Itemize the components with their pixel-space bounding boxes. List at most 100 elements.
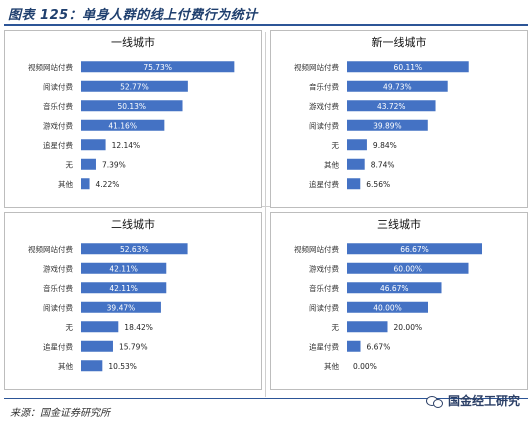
bar — [347, 340, 361, 352]
category-label: 音乐付费 — [43, 283, 73, 293]
data-label: 10.53% — [108, 362, 137, 371]
data-label: 43.72% — [377, 102, 406, 111]
data-label: 18.42% — [124, 323, 153, 332]
data-label: 6.56% — [366, 180, 390, 189]
category-label: 其他 — [324, 159, 339, 169]
bar-chart-tier1: 视频网站付费 75.73% 阅读付费 52.77% 音乐付费 50.13% 游戏付费 41.1… — [28, 61, 235, 190]
bar-chart-tier2: 视频网站付费 52.63% 游戏付费 42.11% 音乐付费 42.11% 阅读付费 39.4… — [28, 243, 188, 372]
footer-rule — [4, 398, 528, 399]
category-label: 追星付费 — [309, 179, 339, 189]
data-label: 40.00% — [373, 303, 402, 312]
data-label: 15.79% — [119, 342, 148, 351]
bar — [347, 61, 469, 73]
category-label: 追星付费 — [43, 341, 73, 351]
category-label: 游戏付费 — [43, 120, 73, 130]
data-label: 52.77% — [120, 82, 149, 91]
category-label: 阅读付费 — [309, 302, 339, 312]
data-label: 42.11% — [109, 284, 138, 293]
category-label: 无 — [332, 323, 340, 332]
chart-title: 一线城市 — [111, 36, 155, 49]
category-label: 无 — [66, 160, 74, 169]
category-label: 其他 — [58, 179, 73, 189]
category-label: 无 — [332, 141, 340, 150]
bar — [81, 119, 165, 131]
data-label: 52.63% — [120, 245, 149, 254]
category-label: 音乐付费 — [309, 283, 339, 293]
bar — [347, 243, 483, 255]
data-label: 50.13% — [117, 102, 146, 111]
data-label: 49.73% — [383, 82, 412, 91]
category-label: 视频网站付费 — [294, 62, 339, 72]
category-label: 游戏付费 — [309, 101, 339, 111]
category-label: 阅读付费 — [43, 81, 73, 91]
data-label: 0.00% — [353, 362, 377, 371]
data-label: 20.00% — [394, 323, 423, 332]
bar — [81, 139, 106, 151]
category-label: 视频网站付费 — [28, 244, 73, 254]
data-label: 39.47% — [107, 303, 136, 312]
chart-title: 三线城市 — [377, 218, 421, 231]
bar — [347, 262, 469, 274]
bar-chart-tier3: 视频网站付费 66.67% 游戏付费 60.00% 音乐付费 46.67% 阅读付费 40.0… — [294, 243, 483, 371]
data-label: 4.22% — [96, 180, 120, 189]
vertical-divider — [265, 32, 266, 397]
data-label: 12.14% — [112, 141, 141, 150]
category-label: 其他 — [58, 361, 73, 371]
category-label: 追星付费 — [309, 341, 339, 351]
bar — [347, 301, 428, 313]
bar — [347, 139, 367, 151]
category-label: 阅读付费 — [309, 120, 339, 130]
data-label: 66.67% — [400, 245, 429, 254]
category-label: 游戏付费 — [43, 263, 73, 273]
figure-title: 图表 125：单身人群的线上付费行为统计 — [8, 8, 258, 23]
category-label: 视频网站付费 — [28, 62, 73, 72]
data-label: 46.67% — [380, 284, 409, 293]
data-label: 8.74% — [371, 160, 395, 169]
bar — [81, 321, 119, 333]
category-label: 音乐付费 — [309, 81, 339, 91]
bar — [81, 340, 113, 352]
bar — [347, 100, 436, 112]
bar — [81, 262, 167, 274]
source-note: 来源：国金证券研究所 — [10, 408, 110, 419]
chart-title: 二线城市 — [111, 218, 155, 231]
bar — [81, 158, 96, 170]
category-label: 追星付费 — [43, 140, 73, 150]
watermark: 国金经工研究 — [425, 392, 520, 409]
bar — [347, 321, 388, 333]
bar — [81, 360, 103, 372]
data-label: 60.00% — [393, 264, 422, 273]
category-label: 游戏付费 — [309, 263, 339, 273]
bar — [81, 100, 183, 112]
bar — [347, 282, 442, 294]
category-label: 无 — [66, 323, 74, 332]
watermark-text: 国金经工研究 — [447, 394, 520, 408]
bar — [347, 178, 361, 190]
data-label: 60.11% — [394, 63, 423, 72]
data-label: 6.67% — [367, 342, 391, 351]
data-label: 7.39% — [102, 160, 126, 169]
bar — [81, 61, 235, 73]
chart-panel-tier1: 一线城市 视频网站付费 75.73% 阅读付费 52.77% 音乐付费 50.13% 游戏付… — [4, 30, 262, 208]
chart-panel-new-tier1: 新一线城市 视频网站付费 60.11% 音乐付费 49.73% 游戏付费 43.72% 阅读… — [270, 30, 528, 208]
category-label: 阅读付费 — [43, 302, 73, 312]
data-label: 39.89% — [373, 121, 402, 130]
category-label: 音乐付费 — [43, 101, 73, 111]
title-rule — [4, 24, 528, 26]
wechat-icon — [425, 395, 444, 408]
bar — [81, 301, 161, 313]
data-label: 9.84% — [373, 141, 397, 150]
bar — [81, 243, 188, 255]
chart-panel-tier2: 二线城市 视频网站付费 52.63% 游戏付费 42.11% 音乐付费 42.11% 阅读付… — [4, 212, 262, 390]
data-label: 42.11% — [109, 264, 138, 273]
data-label: 41.16% — [108, 121, 137, 130]
data-label: 75.73% — [143, 63, 172, 72]
bar — [81, 80, 188, 92]
chart-title: 新一线城市 — [371, 36, 427, 49]
bar — [81, 282, 167, 294]
bar-chart-new-tier1: 视频网站付费 60.11% 音乐付费 49.73% 游戏付费 43.72% 阅读付费 39.8… — [294, 61, 469, 190]
bar — [347, 80, 448, 92]
chart-panel-tier3: 三线城市 视频网站付费 66.67% 游戏付费 60.00% 音乐付费 46.67% 阅读付… — [270, 212, 528, 390]
bar — [81, 178, 90, 190]
horizontal-divider — [8, 206, 524, 207]
